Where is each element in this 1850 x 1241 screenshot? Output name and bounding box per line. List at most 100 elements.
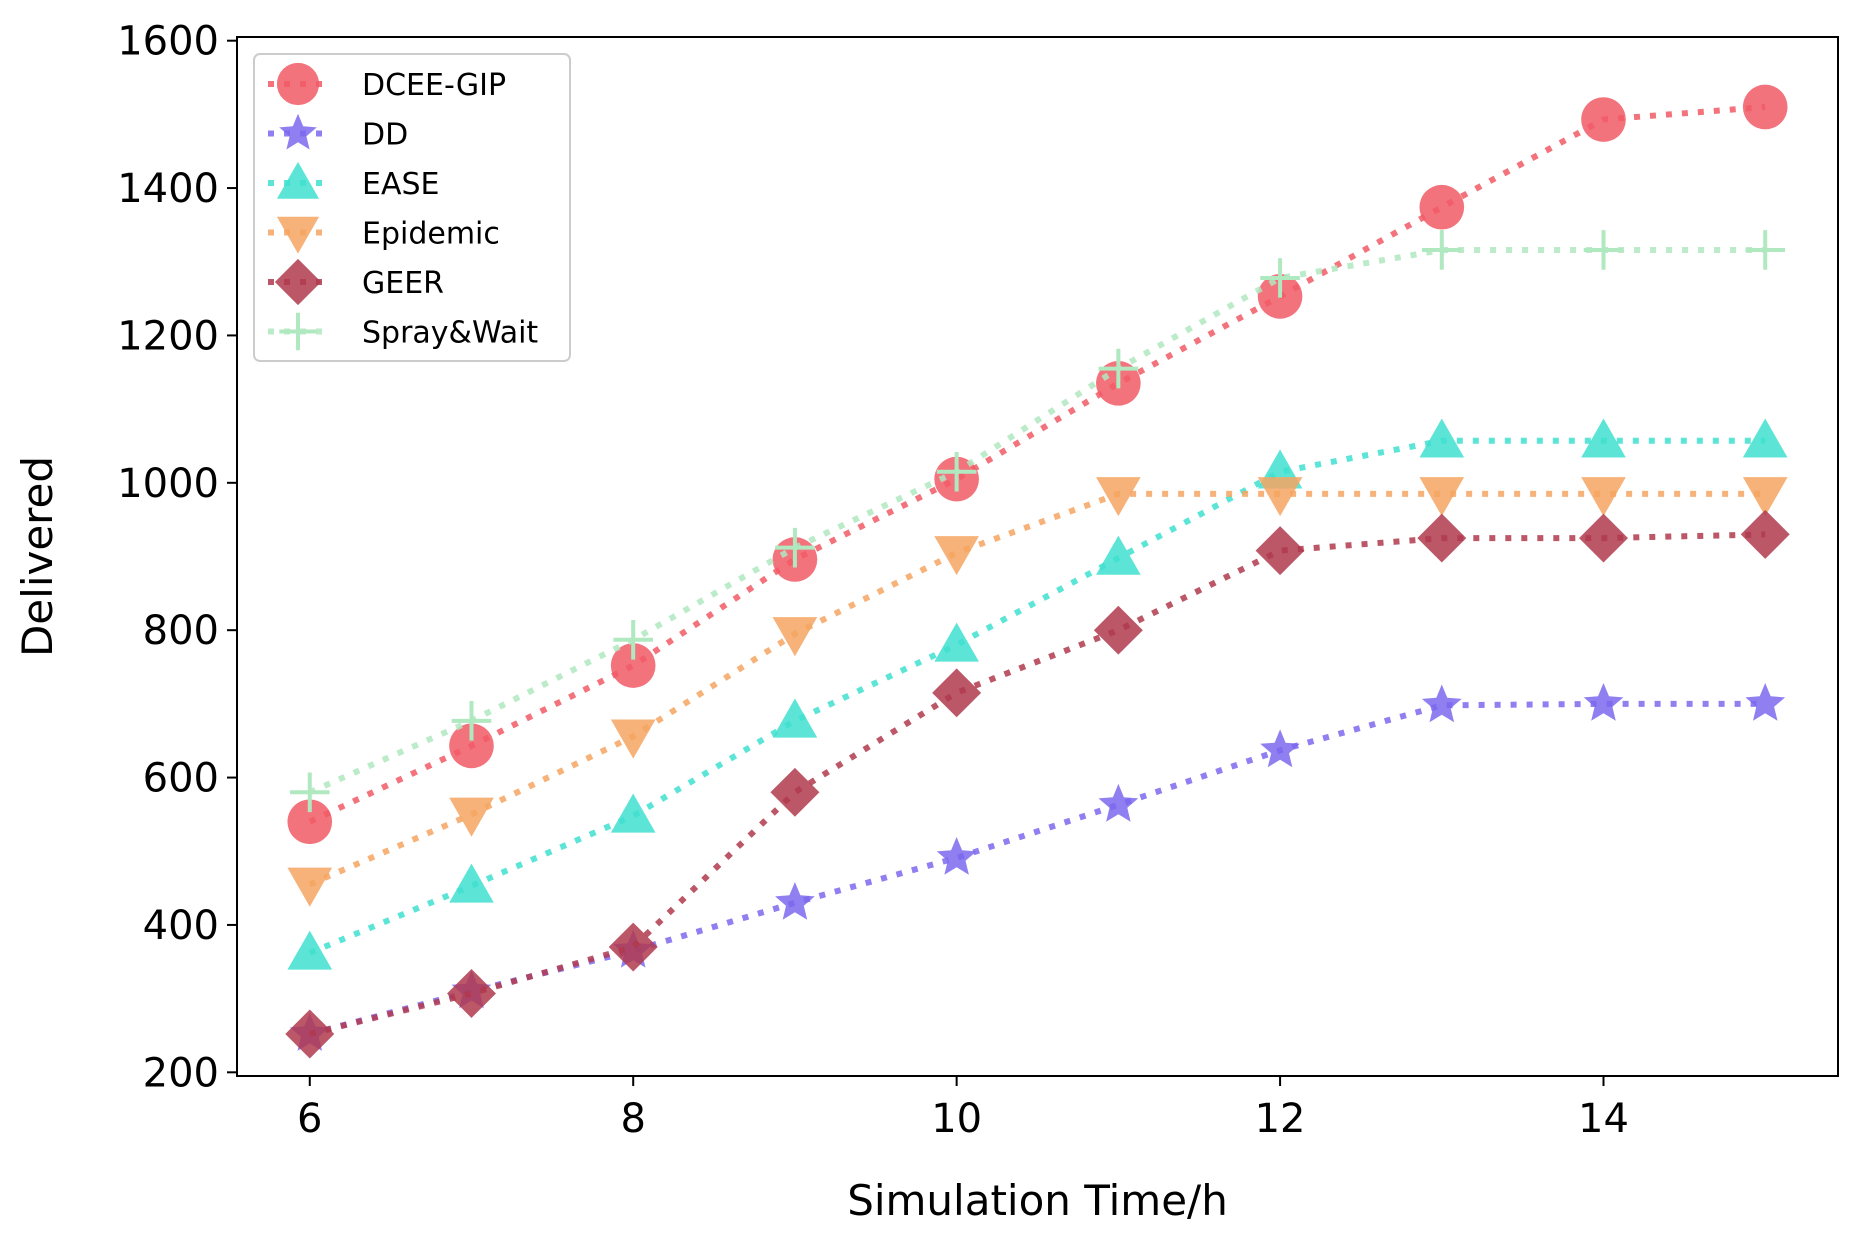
- data-point: [610, 643, 656, 688]
- data-point: [451, 701, 492, 741]
- legend-marker: [274, 258, 322, 306]
- y-tick-label: 800: [143, 608, 219, 654]
- plot-frame: [236, 36, 1839, 1077]
- series-line: [309, 531, 1766, 1037]
- data-point: [1421, 230, 1462, 270]
- data-point: [449, 723, 494, 769]
- legend-marker: [279, 113, 317, 150]
- x-tick-label: 10: [931, 1096, 982, 1142]
- data-point: [1096, 535, 1141, 575]
- legend-label: DCEE-GIP: [362, 68, 506, 103]
- data-point: [1257, 477, 1303, 517]
- legend-entry: GEER: [268, 258, 444, 306]
- legend-entry: DD: [268, 113, 408, 153]
- legend-entry: Epidemic: [268, 217, 500, 254]
- data-point: [608, 922, 658, 972]
- series-dd: [289, 683, 1786, 1051]
- series-line: [309, 700, 1766, 1037]
- legend-marker: [279, 312, 317, 351]
- data-point: [1260, 729, 1300, 768]
- x-tick-label: 12: [1255, 1096, 1306, 1142]
- legend-box: [253, 53, 571, 362]
- x-tick-label: 6: [297, 1096, 322, 1142]
- data-point: [934, 622, 979, 662]
- data-point: [1260, 258, 1300, 298]
- series-line: [308, 437, 1766, 956]
- x-axis-title: Simulation Time/h: [847, 1176, 1228, 1225]
- legend-marker: [276, 62, 320, 106]
- y-tick-label: 400: [143, 903, 219, 949]
- data-point: [287, 867, 333, 907]
- x-tick-label: 8: [620, 1096, 645, 1142]
- data-point: [449, 863, 494, 903]
- data-point: [1740, 509, 1790, 559]
- series-spray-wait: [289, 230, 1786, 813]
- plot-area: [285, 84, 1790, 1059]
- data-point: [1581, 97, 1626, 142]
- legend-label: GEER: [362, 266, 444, 301]
- legend-marker: [276, 216, 320, 254]
- series-line: [308, 104, 1766, 825]
- data-point: [447, 968, 496, 1018]
- y-axis-title: Delivered: [13, 456, 62, 657]
- legend: DCEE-GIP DD EASE Epidemic GEER Spray&Wait: [253, 53, 571, 362]
- data-point: [936, 451, 977, 492]
- data-point: [1579, 513, 1628, 563]
- data-point: [1419, 418, 1465, 458]
- data-point: [1419, 477, 1465, 517]
- data-point: [610, 793, 656, 833]
- y-tick-label: 600: [143, 756, 219, 802]
- series-ease: [287, 418, 1788, 970]
- data-point: [610, 719, 656, 759]
- data-point: [1098, 783, 1139, 822]
- data-point: [1096, 477, 1141, 517]
- series-dcee-gip: [287, 84, 1788, 845]
- legend-entry: DCEE-GIP: [268, 62, 506, 106]
- series-epidemic: [287, 477, 1788, 907]
- legend-label: DD: [362, 118, 408, 153]
- data-point: [1098, 348, 1139, 389]
- series-geer: [285, 509, 1790, 1059]
- data-point: [1581, 477, 1626, 517]
- data-point: [287, 799, 333, 845]
- data-point: [1745, 230, 1786, 270]
- data-point: [449, 797, 494, 837]
- data-point: [1093, 605, 1143, 655]
- data-point: [932, 668, 982, 718]
- data-point: [613, 619, 654, 660]
- data-point: [1419, 184, 1465, 230]
- series-line: [308, 247, 1766, 796]
- x-tick-label: 14: [1578, 1096, 1629, 1142]
- y-tick-label: 1000: [117, 461, 219, 507]
- data-point: [285, 1009, 335, 1059]
- data-point: [775, 882, 815, 920]
- y-tick-label: 1200: [117, 313, 219, 359]
- data-point: [1745, 683, 1786, 721]
- axis-ticks: 6 8 10 12 14 200 400 600 800 1000 1200 1400 1600: [117, 19, 1629, 1142]
- legend-entry: Spray&Wait: [268, 312, 538, 351]
- data-point: [770, 767, 820, 817]
- data-point: [1742, 477, 1788, 517]
- legend-label: Spray&Wait: [362, 316, 538, 351]
- data-point: [775, 527, 815, 568]
- data-point: [934, 536, 979, 576]
- data-point: [936, 837, 977, 875]
- y-tick-label: 200: [143, 1050, 219, 1096]
- data-point: [1417, 513, 1467, 563]
- y-tick-label: 1600: [117, 19, 219, 65]
- data-point: [1742, 84, 1788, 130]
- legend-marker: [276, 161, 320, 199]
- data-point: [289, 772, 330, 813]
- data-point: [287, 930, 333, 970]
- data-point: [1581, 418, 1626, 458]
- y-tick-label: 1400: [117, 166, 219, 212]
- data-point: [1583, 230, 1624, 270]
- data-point: [1255, 526, 1305, 576]
- data-point: [1742, 418, 1788, 458]
- data-point: [1583, 683, 1624, 721]
- legend-label: EASE: [362, 167, 439, 202]
- data-point: [1421, 684, 1462, 723]
- data-point: [772, 698, 818, 738]
- data-point: [772, 617, 818, 657]
